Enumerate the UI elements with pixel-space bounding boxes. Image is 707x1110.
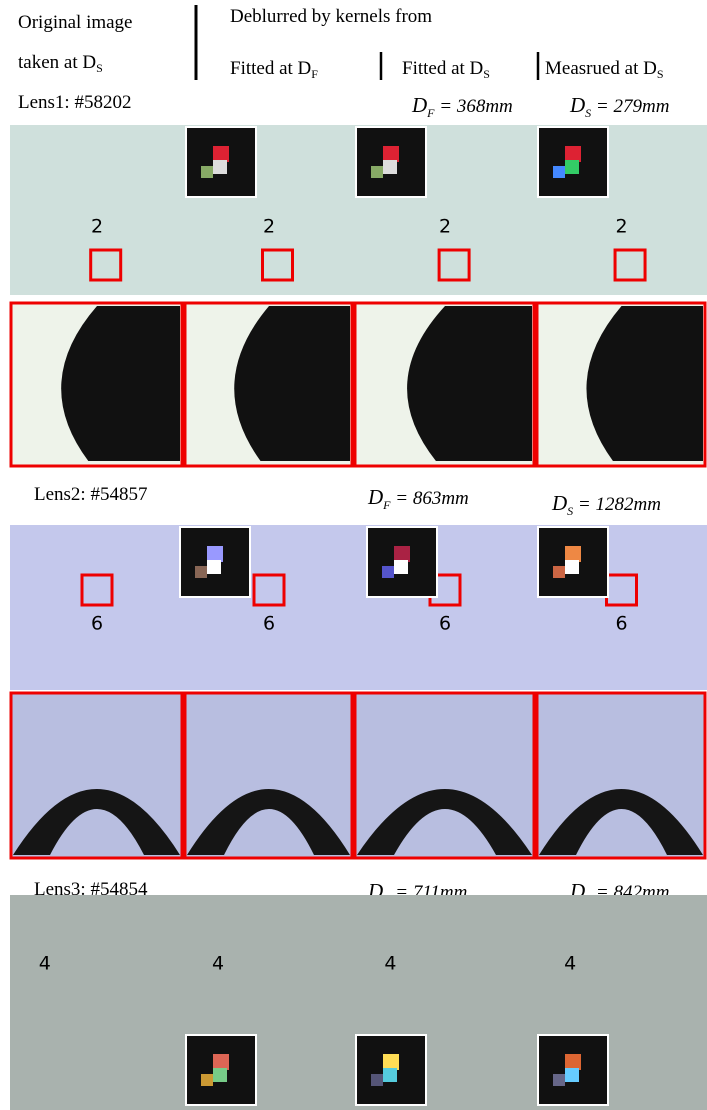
value: = 1282mm bbox=[573, 494, 661, 515]
kernel-px bbox=[383, 146, 399, 162]
symbol: D bbox=[569, 93, 585, 117]
column-label: Measrued at DS bbox=[545, 58, 664, 81]
kernel-px bbox=[201, 166, 213, 178]
text: Fitted at D bbox=[402, 58, 483, 79]
kernel-px bbox=[207, 546, 223, 562]
kernel-px bbox=[213, 1068, 227, 1082]
scene-digit: 6 bbox=[263, 613, 275, 635]
kernel-px bbox=[553, 1074, 565, 1086]
lens-label: Lens2: #54857 bbox=[34, 484, 147, 505]
kernel-px bbox=[565, 546, 581, 562]
value: = 279mm bbox=[591, 96, 669, 117]
value: = 368mm bbox=[435, 96, 513, 117]
kernel-px bbox=[565, 560, 579, 574]
text: Fitted at D bbox=[230, 58, 311, 79]
kernel-px bbox=[553, 166, 565, 178]
kernel-px bbox=[213, 146, 229, 162]
kernel-px bbox=[213, 1054, 229, 1070]
figure: Original imagetaken at DSDeblurred by ke… bbox=[0, 0, 707, 1110]
column-label: Fitted at DF bbox=[230, 58, 318, 81]
kernel-px bbox=[565, 1054, 581, 1070]
kernel-px bbox=[383, 160, 397, 174]
kernel-px bbox=[382, 566, 394, 578]
lens-label: Lens1: #58202 bbox=[18, 92, 131, 113]
equation: DF = 368mm bbox=[411, 93, 513, 120]
image-panel bbox=[10, 125, 184, 295]
image-panel bbox=[10, 525, 184, 690]
scene-digit: 2 bbox=[91, 216, 103, 238]
scene-digit: 2 bbox=[439, 216, 451, 238]
subscript: S bbox=[657, 67, 664, 81]
scene-digit: 2 bbox=[615, 216, 627, 238]
kernel-px bbox=[565, 146, 581, 162]
equation: DS = 279mm bbox=[569, 93, 669, 120]
kernel-px bbox=[201, 1074, 213, 1086]
symbol: D bbox=[551, 491, 567, 515]
kernel-px bbox=[394, 560, 408, 574]
symbol: D bbox=[367, 485, 383, 509]
subscript: S bbox=[96, 61, 103, 75]
subscript: S bbox=[483, 67, 490, 81]
kernel-px bbox=[371, 1074, 383, 1086]
column-label: Fitted at DS bbox=[402, 58, 490, 81]
value: = 863mm bbox=[391, 488, 469, 509]
scene-digit: 4 bbox=[39, 952, 51, 974]
header-title: Deblurred by kernels from bbox=[230, 6, 432, 27]
scene-digit: 6 bbox=[615, 613, 627, 635]
text: taken at D bbox=[18, 52, 96, 73]
scene-digit: 6 bbox=[91, 613, 103, 635]
scene-digit: 4 bbox=[564, 952, 576, 974]
kernel-px bbox=[207, 560, 221, 574]
symbol: D bbox=[411, 93, 427, 117]
kernel-px bbox=[565, 160, 579, 174]
kernel-px bbox=[383, 1054, 399, 1070]
equation: DF = 863mm bbox=[367, 485, 469, 512]
scene-digit: 4 bbox=[384, 952, 396, 974]
kernel-px bbox=[371, 166, 383, 178]
scene-digit: 4 bbox=[212, 952, 224, 974]
scene-digit: 2 bbox=[263, 216, 275, 238]
subscript: F bbox=[311, 67, 318, 81]
text: Measrued at D bbox=[545, 58, 657, 79]
kernel-px bbox=[394, 546, 410, 562]
kernel-px bbox=[383, 1068, 397, 1082]
image-panel bbox=[10, 895, 184, 1110]
kernel-px bbox=[195, 566, 207, 578]
equation: DS = 1282mm bbox=[551, 491, 661, 518]
header-text: Original image bbox=[18, 12, 133, 33]
kernel-px bbox=[565, 1068, 579, 1082]
kernel-px bbox=[553, 566, 565, 578]
header-text: taken at DS bbox=[18, 52, 103, 75]
scene-digit: 6 bbox=[439, 613, 451, 635]
kernel-px bbox=[213, 160, 227, 174]
